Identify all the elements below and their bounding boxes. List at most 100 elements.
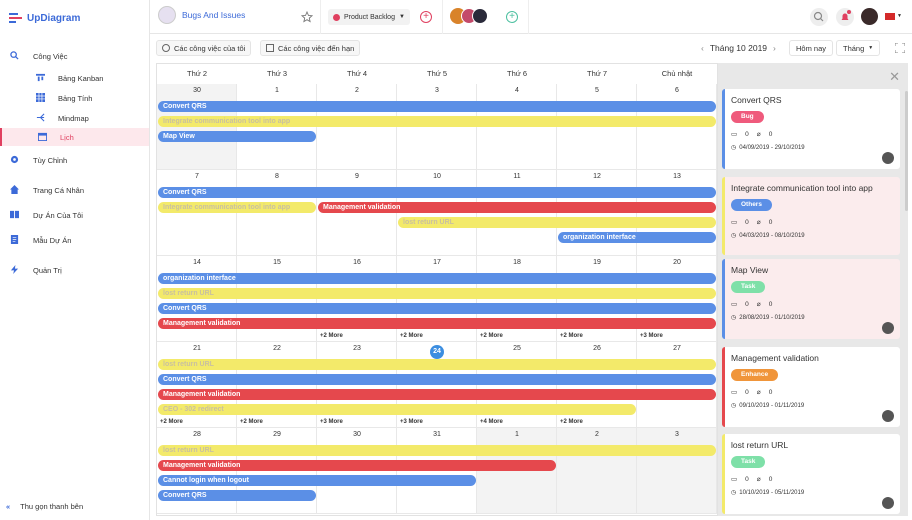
day-cell[interactable] [157, 170, 237, 256]
event-bar[interactable]: Map View [158, 131, 316, 142]
day-cell[interactable] [317, 256, 397, 342]
day-cell[interactable] [237, 256, 317, 342]
day-cell[interactable] [317, 342, 397, 428]
day-cell[interactable] [397, 256, 477, 342]
event-bar[interactable]: Convert QRS [158, 187, 716, 198]
day-cell[interactable] [477, 170, 557, 256]
more-events-link[interactable]: +3 More [400, 419, 423, 425]
day-cell[interactable] [317, 170, 397, 256]
day-cell[interactable] [637, 342, 717, 428]
event-bar[interactable]: lost return URL [158, 359, 716, 370]
day-cell[interactable] [237, 170, 317, 256]
day-cell[interactable] [557, 84, 637, 170]
chevron-left-icon[interactable]: ‹ [701, 43, 704, 53]
assignee-avatar[interactable] [882, 152, 894, 164]
day-cell[interactable] [317, 428, 397, 514]
day-cell[interactable] [477, 84, 557, 170]
day-cell[interactable] [317, 84, 397, 170]
assignee-avatar[interactable] [882, 410, 894, 422]
event-bar[interactable]: lost return URL [158, 288, 716, 299]
day-cell[interactable] [397, 428, 477, 514]
day-cell[interactable] [397, 84, 477, 170]
due-tasks-button[interactable]: Các công việc đến hạn [260, 40, 361, 56]
event-bar[interactable]: Management validation [158, 318, 716, 329]
event-bar[interactable]: organization interface [158, 273, 716, 284]
more-events-link[interactable]: +4 More [480, 419, 503, 425]
view-mode-dropdown[interactable]: Tháng ▼ [836, 40, 881, 56]
sidebar-item-my-projects[interactable]: Dự Án Của Tôi [0, 206, 149, 224]
task-card[interactable]: Map View Task ▭ 0 ⌀ 0 ◷ 28/08/2019 - 01/10/2019 [722, 259, 900, 339]
event-bar[interactable]: Integrate communication tool into app [158, 202, 316, 213]
more-events-link[interactable]: +2 More [560, 333, 583, 339]
more-events-link[interactable]: +3 More [640, 333, 663, 339]
event-bar[interactable]: lost return URL [398, 217, 716, 228]
day-cell[interactable] [477, 256, 557, 342]
day-cell[interactable] [397, 342, 477, 428]
day-cell[interactable] [157, 84, 237, 170]
event-bar[interactable]: CEO - 302 redirect [158, 404, 636, 415]
task-card[interactable]: Management validation Enhance ▭ 0 ⌀ 0 ◷ 09/10/2… [722, 347, 900, 427]
assignee-avatar[interactable] [882, 322, 894, 334]
event-bar[interactable]: Cannot login when logout [158, 475, 476, 486]
day-cell[interactable] [237, 84, 317, 170]
backlog-dropdown[interactable]: Product Backlog ▼ [328, 9, 410, 25]
day-cell[interactable] [557, 342, 637, 428]
sidebar-item-kanban[interactable]: Bảng Kanban [0, 69, 149, 87]
my-tasks-button[interactable]: Các công việc của tôi [156, 40, 252, 56]
task-card[interactable]: lost return URL Task ▭ 0 ⌀ 0 ◷ 10/10/2019 - 05/… [722, 434, 900, 514]
chevron-right-icon[interactable]: › [773, 43, 776, 53]
event-bar[interactable]: Integrate communication tool into app [158, 116, 716, 127]
scrollbar[interactable] [905, 91, 908, 211]
assignee-avatar[interactable] [882, 497, 894, 509]
event-bar[interactable]: Convert QRS [158, 490, 316, 501]
add-member-button[interactable]: + [506, 11, 518, 23]
event-bar[interactable]: Convert QRS [158, 101, 716, 112]
sidebar-item-calendar[interactable]: Lịch [0, 128, 149, 146]
day-cell[interactable] [477, 428, 557, 514]
day-cell[interactable] [557, 170, 637, 256]
today-button[interactable]: Hôm nay [789, 40, 834, 56]
language-flag-icon[interactable] [885, 13, 895, 20]
more-events-link[interactable]: +2 More [320, 333, 343, 339]
search-button[interactable] [810, 8, 828, 26]
sidebar-item-templates[interactable]: Mẫu Dự Án [0, 231, 149, 249]
sidebar-item-admin[interactable]: Quản Trị [0, 261, 149, 279]
collapse-sidebar-button[interactable]: « Thu gọn thanh bên [6, 502, 83, 511]
event-bar[interactable]: Management validation [158, 460, 556, 471]
day-cell[interactable] [157, 342, 237, 428]
day-cell[interactable] [157, 256, 237, 342]
event-bar[interactable]: Management validation [158, 389, 716, 400]
notification-button[interactable] [836, 8, 854, 26]
sidebar-item-mindmap[interactable]: Mindmap [0, 109, 149, 127]
more-events-link[interactable]: +3 More [320, 419, 343, 425]
day-cell[interactable] [237, 428, 317, 514]
day-cell[interactable] [637, 170, 717, 256]
more-events-link[interactable]: +2 More [480, 333, 503, 339]
expand-icon[interactable] [895, 43, 905, 53]
day-cell[interactable] [477, 342, 557, 428]
more-events-link[interactable]: +2 More [560, 419, 583, 425]
user-avatar[interactable] [861, 8, 878, 25]
add-backlog-button[interactable]: + [420, 11, 432, 23]
app-logo[interactable]: UpDiagram [9, 9, 80, 27]
day-cell[interactable] [237, 342, 317, 428]
event-bar[interactable]: lost return URL [158, 445, 716, 456]
task-card[interactable]: Convert QRS Bug ▭ 0 ⌀ 0 ◷ 04/09/2019 - 29/10/20… [722, 89, 900, 169]
sidebar-item-customize[interactable]: Tùy Chỉnh [0, 151, 149, 169]
event-bar[interactable]: Convert QRS [158, 374, 716, 385]
day-cell[interactable] [637, 428, 717, 514]
task-card[interactable]: Integrate communication tool into app Oth… [722, 177, 900, 255]
star-icon[interactable] [301, 11, 313, 23]
sidebar-item-profile[interactable]: Trang Cá Nhân [0, 181, 149, 199]
event-bar[interactable]: organization interface [558, 232, 716, 243]
more-events-link[interactable]: +2 More [160, 419, 183, 425]
sidebar-item-tasks[interactable]: Công Việc [0, 47, 149, 65]
close-icon[interactable]: ✕ [889, 69, 900, 84]
project-selector[interactable]: Bugs And Issues [158, 6, 245, 24]
day-cell[interactable] [637, 84, 717, 170]
member-avatar[interactable] [472, 8, 488, 24]
event-bar[interactable]: Management validation [318, 202, 716, 213]
more-events-link[interactable]: +2 More [240, 419, 263, 425]
day-cell[interactable] [637, 256, 717, 342]
sidebar-item-spreadsheet[interactable]: Bảng Tính [0, 89, 149, 107]
